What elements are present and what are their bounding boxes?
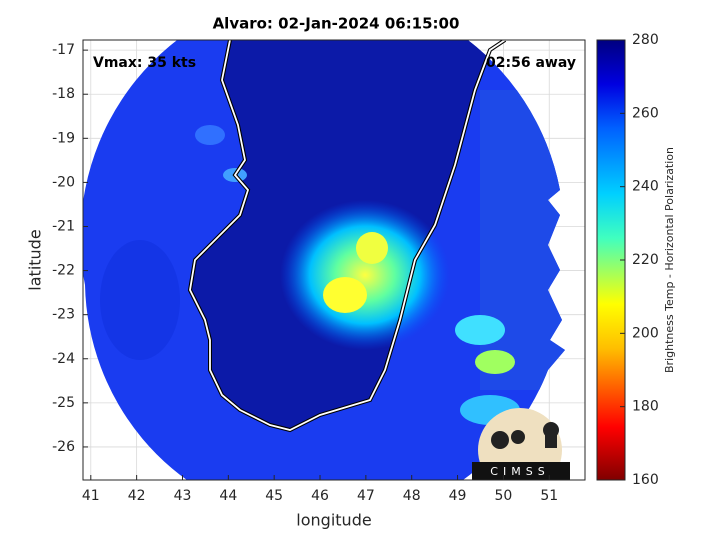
y-tick-label: -18 [52, 86, 75, 102]
colorbar-tick-label: 200 [632, 325, 659, 341]
x-tick-label: 45 [265, 488, 283, 504]
y-tick-label: -20 [52, 174, 75, 190]
logo: CIMSS [472, 408, 570, 480]
annotation: 02:56 away [486, 55, 576, 71]
y-tick-label: -24 [52, 351, 75, 367]
colorbar-tick-label: 220 [632, 252, 659, 268]
colorbar-tick-label: 260 [632, 105, 659, 121]
colorbar-tick-label: 240 [632, 179, 659, 195]
x-tick-label: 46 [311, 488, 329, 504]
x-axis-label: longitude [296, 511, 371, 530]
x-tick-label: 48 [403, 488, 421, 504]
colorbar-tick-label: 280 [632, 32, 659, 48]
x-tick-label: 43 [174, 488, 192, 504]
coastline-inner [189, 40, 506, 431]
colorbar-tick-label: 180 [632, 399, 659, 415]
x-tick-label: 44 [219, 488, 237, 504]
colorbar-tick-label: 160 [632, 472, 659, 488]
plot-frame [82, 39, 586, 481]
y-axis-label: latitude [26, 229, 45, 290]
y-tick-label: -22 [52, 263, 75, 279]
x-tick-label: 49 [449, 488, 467, 504]
chart-title: Alvaro: 02-Jan-2024 06:15:00 [213, 15, 460, 33]
imagery: CIMSS [83, 40, 570, 480]
annotation: Vmax: 35 kts [93, 55, 196, 71]
x-tick-label: 50 [494, 488, 512, 504]
y-tick-label: -26 [52, 439, 75, 455]
logo-text: CIMSS [490, 465, 549, 478]
x-tick-label: 41 [82, 488, 100, 504]
y-tick-label: -17 [52, 42, 75, 58]
x-tick-label: 42 [128, 488, 146, 504]
x-tick-label: 47 [357, 488, 375, 504]
y-tick-label: -21 [52, 218, 75, 234]
y-tick-label: -25 [52, 395, 75, 411]
y-tick-label: -23 [52, 307, 75, 323]
colorbar-label: Brightness Temp - Horizontal Polarizatio… [663, 147, 676, 373]
x-tick-label: 51 [540, 488, 558, 504]
y-tick-label: -19 [52, 130, 75, 146]
